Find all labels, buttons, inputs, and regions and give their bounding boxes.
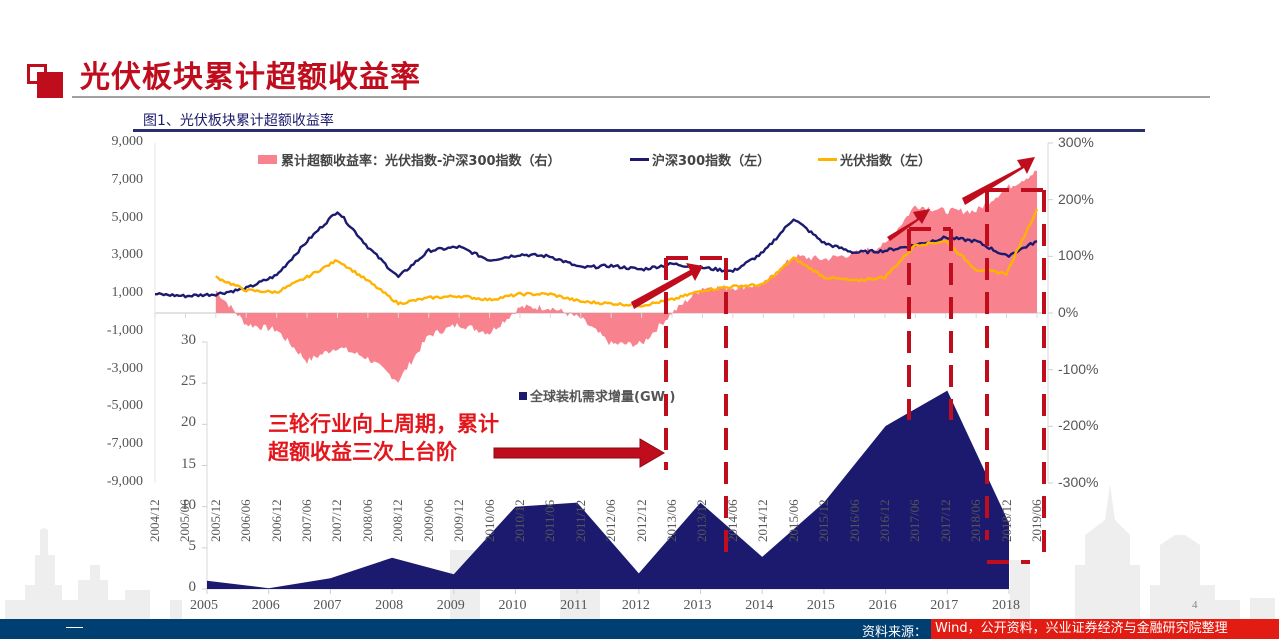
title-square-icon-fill	[37, 72, 63, 98]
legend-excess-return: 累计超额收益率：光伏指数-沪深300指数（右）	[258, 150, 561, 169]
x-axis-tick: 2018/06	[968, 499, 984, 542]
x-axis-tick: 2012/06	[603, 499, 619, 542]
inset-x-tick: 2014	[745, 598, 774, 613]
inset-x-tick: 2011	[560, 598, 588, 613]
left-axis-tick: 3,000	[111, 247, 144, 263]
legend-pv-index: 光伏指数（左）	[818, 150, 931, 169]
source-label: 资料来源：	[862, 625, 928, 640]
left-axis-tick: -1,000	[106, 322, 143, 338]
x-axis-tick: 2012/12	[633, 499, 649, 542]
x-axis-tick: 2004/12	[147, 499, 162, 542]
x-axis-tick: 2006/06	[238, 499, 254, 542]
right-axis-tick: 0%	[1058, 304, 1079, 320]
right-axis-tick: -300%	[1058, 474, 1099, 490]
legend-label: 光伏指数（左）	[840, 154, 932, 169]
inset-x-tick: 2005	[190, 598, 218, 613]
inset-y-tick: 15	[181, 455, 196, 472]
source-value: Wind，公开资料，兴业证券经济与金融研究院整理	[931, 619, 1279, 639]
left-axis-tick: -7,000	[106, 436, 143, 452]
x-axis-tick: 2007/12	[329, 499, 345, 542]
inset-x-tick: 2017	[930, 598, 959, 613]
annotation-text: 三轮行业向上周期，累计 超额收益三次上台阶	[268, 410, 499, 466]
footer-mark	[66, 627, 83, 628]
right-axis-tick: -100%	[1058, 360, 1099, 377]
right-axis-tick: 100%	[1058, 247, 1094, 264]
x-axis-tick: 2014/12	[755, 499, 771, 542]
inset-x-tick: 2016	[868, 598, 897, 613]
legend-label: 累计超额收益率：光伏指数-沪深300指数（右）	[281, 154, 561, 169]
x-axis-tick: 2017/12	[937, 499, 953, 542]
x-axis-tick: 2009/12	[451, 499, 467, 542]
x-axis-tick: 2008/06	[359, 499, 375, 542]
inset-x-tick: 2012	[621, 598, 650, 613]
x-axis-tick: 2010/12	[511, 499, 527, 542]
right-axis-tick: 300%	[1058, 134, 1094, 150]
right-axis-tick: -200%	[1058, 417, 1099, 434]
pv-index-line	[215, 208, 1039, 308]
left-axis-tick: 9,000	[111, 134, 144, 149]
x-axis-tick: 2019/06	[1029, 499, 1044, 542]
page-title: 光伏板块累计超额收益率	[80, 60, 421, 95]
inset-x-tick: 2009	[436, 598, 465, 613]
inset-y-tick: 20	[181, 414, 196, 431]
x-axis-tick: 2007/06	[299, 499, 315, 542]
inset-x-tick: 2006	[251, 598, 280, 613]
inset-x-tick: 2010	[498, 598, 527, 613]
excess-return-area	[215, 170, 1038, 383]
title-divider	[72, 96, 1210, 98]
inset-x-tick: 2007	[313, 598, 342, 613]
left-axis-tick: -9,000	[106, 474, 143, 489]
left-axis-tick: 5,000	[111, 209, 144, 225]
x-axis-tick: 2011/06	[542, 499, 558, 542]
inset-x-tick: 2008	[375, 598, 404, 613]
x-axis-tick: 2008/12	[390, 499, 406, 542]
x-axis-tick: 2017/06	[907, 499, 923, 542]
inset-y-tick: 25	[181, 373, 196, 390]
annotation-line-1: 三轮行业向上周期，累计	[268, 412, 499, 436]
x-axis-tick: 2016/12	[876, 499, 892, 542]
x-axis-tick: 2018/12	[998, 499, 1014, 542]
right-axis-tick: 200%	[1058, 190, 1094, 207]
x-axis-tick: 2006/12	[268, 499, 284, 542]
inset-legend: 全球装机需求增量(GW )	[519, 386, 675, 405]
x-axis-tick: 2010/06	[481, 499, 497, 542]
inset-y-tick: 5	[188, 537, 197, 554]
inset-x-tick: 2015	[806, 598, 835, 613]
annotation-line-2: 超额收益三次上台阶	[268, 440, 457, 464]
x-axis-tick: 2015/12	[816, 499, 832, 542]
inset-demand-area	[207, 390, 1009, 589]
figure-title: 图1、光伏板块累计超额收益率	[143, 113, 334, 129]
left-axis-tick: 7,000	[111, 171, 144, 187]
x-axis-tick: 2013/06	[664, 499, 680, 542]
hs300-line	[155, 211, 1038, 299]
x-axis-tick: 2005/12	[207, 499, 223, 542]
x-axis-tick: 2014/06	[724, 499, 740, 542]
legend-swatch-area	[258, 155, 277, 164]
inset-legend-swatch	[519, 391, 527, 400]
inset-x-tick: 2013	[683, 598, 712, 613]
left-axis-tick: -3,000	[106, 360, 143, 376]
figure-title-divider	[133, 129, 1145, 132]
x-axis-tick: 2013/12	[694, 499, 710, 542]
inset-y-tick: 10	[181, 496, 196, 513]
inset-legend-label: 全球装机需求增量(GW )	[530, 390, 676, 405]
legend-label: 沪深300指数（左）	[652, 154, 771, 169]
legend-hs300: 沪深300指数（左）	[630, 150, 770, 169]
left-axis-tick: -5,000	[106, 398, 143, 414]
x-axis-tick: 2011/12	[572, 499, 588, 542]
x-axis-tick: 2015/06	[785, 499, 801, 542]
x-axis-tick: 2009/06	[420, 499, 436, 542]
legend-swatch-line	[818, 158, 837, 161]
inset-x-tick: 2018	[992, 598, 1020, 613]
legend-swatch-line	[630, 158, 649, 161]
inset-y-tick: 0	[188, 579, 197, 595]
page-number: 4	[1192, 599, 1198, 611]
left-axis-tick: 1,000	[111, 285, 144, 301]
inset-y-tick: 30	[181, 332, 196, 348]
x-axis-tick: 2016/06	[846, 499, 862, 542]
